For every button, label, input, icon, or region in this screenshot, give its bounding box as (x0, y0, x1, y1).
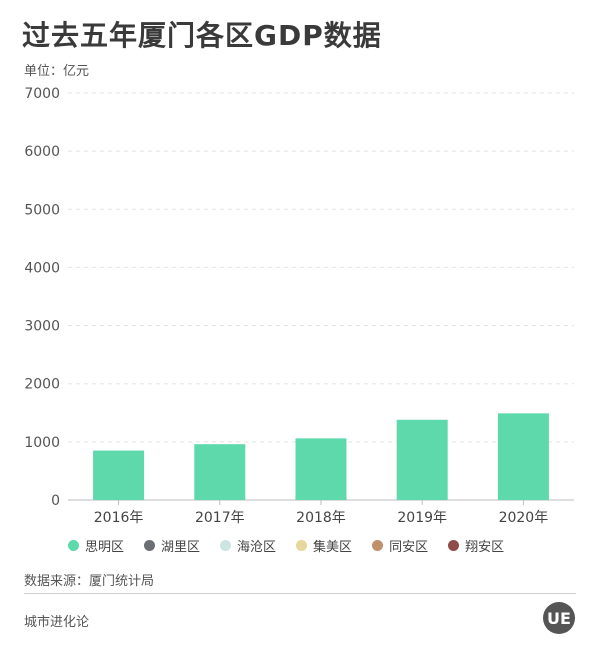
legend-item: 翔安区 (448, 536, 504, 555)
bar (194, 444, 246, 500)
legend-swatch (448, 540, 460, 551)
bar (295, 438, 347, 500)
x-tick-label: 2019年 (397, 510, 447, 526)
legend-label: 集美区 (313, 540, 353, 555)
x-tick-label: 2018年 (296, 510, 346, 526)
y-tick-label: 1000 (24, 435, 60, 451)
brand-logo: UE (543, 602, 575, 634)
legend-item: 同安区 (372, 536, 428, 555)
legend-swatch (220, 540, 232, 551)
bar (396, 419, 448, 500)
y-tick-label: 7000 (24, 86, 60, 102)
legend-item: 湖里区 (144, 536, 200, 555)
footer-divider (24, 593, 576, 594)
y-tick-label: 6000 (24, 144, 60, 160)
data-source: 数据来源：厦门统计局 (24, 574, 155, 589)
bar-chart: 0 1000 2000 3000 4000 5000 6000 7000 2016年 2017年 2… (24, 86, 574, 526)
y-tick-label: 5000 (24, 202, 60, 218)
y-tick-label: 3000 (24, 319, 60, 335)
legend-item: 海沧区 (220, 536, 276, 555)
x-tick-label: 2016年 (94, 510, 144, 526)
unit-label: 单位：亿元 (24, 64, 90, 79)
y-tick-label: 2000 (24, 377, 60, 393)
legend-label: 同安区 (389, 540, 429, 555)
x-tick-label: 2017年 (195, 510, 245, 526)
bar (93, 450, 145, 500)
legend-swatch (372, 540, 384, 551)
legend-swatch (68, 540, 79, 551)
chart-title: 过去五年厦门各区GDP数据 (22, 19, 382, 52)
bar (497, 413, 549, 500)
legend-label: 湖里区 (161, 540, 201, 555)
brand-name: 城市进化论 (24, 615, 90, 630)
y-tick-label: 4000 (24, 260, 60, 276)
legend-item: 集美区 (296, 536, 352, 555)
legend-label: 思明区 (85, 540, 125, 555)
legend-item: 思明区 (68, 536, 124, 555)
legend-label: 海沧区 (237, 540, 277, 555)
x-tick-label: 2020年 (499, 510, 549, 526)
chart-legend: 思明区 湖里区 海沧区 集美区 同安区 翔安区 (68, 536, 524, 555)
legend-swatch (296, 540, 308, 551)
legend-label: 翔安区 (465, 540, 505, 555)
legend-swatch (144, 540, 156, 551)
y-tick-label: 0 (51, 493, 60, 509)
